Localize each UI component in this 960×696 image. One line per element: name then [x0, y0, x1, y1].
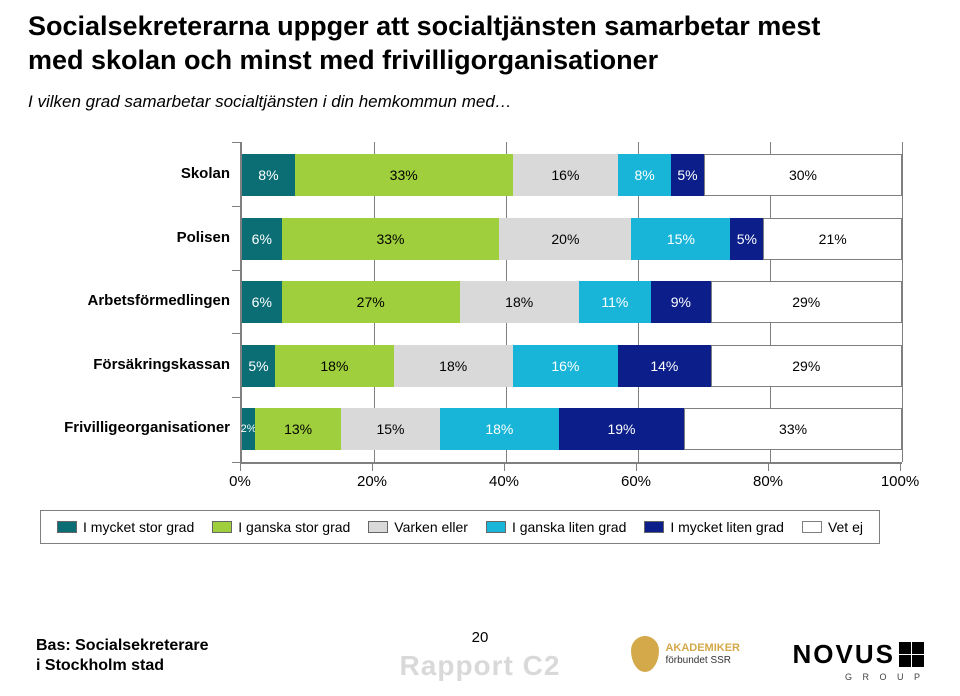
bar-segment: 21% — [763, 218, 902, 260]
bar-segment: 19% — [559, 408, 684, 450]
x-tick — [636, 464, 637, 471]
bar-row: 8%33%16%8%5%30% — [242, 154, 902, 196]
novus-subtitle: G R O U P — [845, 672, 924, 682]
x-tick — [900, 464, 901, 471]
x-tick-label: 20% — [357, 473, 387, 490]
footer-base-line-1: Bas: Socialsekreterare — [36, 637, 209, 654]
bar-row: 2%13%15%18%19%33% — [242, 408, 902, 450]
bar-segment: 16% — [513, 154, 619, 196]
x-tick-label: 0% — [229, 473, 251, 490]
category-label: Försäkringskassan — [40, 356, 230, 373]
bar-segment: 18% — [440, 408, 559, 450]
x-axis: 0%20%40%60%80%100% — [240, 464, 900, 492]
bar-segment: 18% — [460, 281, 579, 323]
ssr-emblem-icon — [631, 636, 659, 672]
ssr-text-bottom: förbundet SSR — [665, 655, 740, 666]
bar-segment: 9% — [651, 281, 710, 323]
bar-segment: 11% — [579, 281, 652, 323]
logo-novus: NOVUS — [793, 639, 924, 670]
legend-swatch — [368, 521, 388, 533]
chart-area: 8%33%16%8%5%30%6%33%20%15%5%21%6%27%18%1… — [40, 142, 920, 492]
bar-segment: 15% — [341, 408, 440, 450]
legend-label: Varken eller — [394, 519, 468, 535]
category-label: Polisen — [40, 229, 230, 246]
x-tick-label: 100% — [881, 473, 919, 490]
legend-label: Vet ej — [828, 519, 863, 535]
bar-segment: 29% — [711, 345, 902, 387]
x-tick — [504, 464, 505, 471]
bar-segment: 15% — [631, 218, 730, 260]
chart-title: Socialsekreterarna uppger att socialtjän… — [0, 0, 960, 78]
y-tick — [232, 462, 242, 463]
novus-name: NOVUS — [793, 639, 895, 670]
bar-segment: 33% — [282, 218, 500, 260]
x-tick — [768, 464, 769, 471]
x-tick-label: 60% — [621, 473, 651, 490]
legend-label: I ganska stor grad — [238, 519, 350, 535]
category-label: Arbetsförmedlingen — [40, 292, 230, 309]
category-label: Skolan — [40, 165, 230, 182]
legend-label: I mycket stor grad — [83, 519, 194, 535]
novus-squares-icon — [899, 642, 924, 667]
plot-area: 8%33%16%8%5%30%6%33%20%15%5%21%6%27%18%1… — [240, 142, 902, 464]
bar-row: 5%18%18%16%14%29% — [242, 345, 902, 387]
legend-label: I ganska liten grad — [512, 519, 626, 535]
bar-segment: 33% — [295, 154, 513, 196]
ssr-text-top: AKADEMIKER — [665, 642, 740, 654]
legend-swatch — [212, 521, 232, 533]
bar-segment: 5% — [242, 345, 275, 387]
title-line-1: Socialsekreterarna uppger att socialtjän… — [28, 11, 820, 41]
ssr-text: AKADEMIKER förbundet SSR — [665, 642, 740, 665]
bar-segment: 14% — [618, 345, 710, 387]
bar-segment: 6% — [242, 281, 282, 323]
legend-item: I mycket stor grad — [51, 517, 200, 537]
legend-swatch — [486, 521, 506, 533]
page-number: 20 — [472, 629, 489, 646]
legend-item: Varken eller — [362, 517, 474, 537]
bar-segment: 33% — [684, 408, 902, 450]
bar-segment: 18% — [394, 345, 513, 387]
category-label: Frivilligeorganisationer — [40, 419, 230, 436]
bar-segment: 29% — [711, 281, 902, 323]
legend-swatch — [57, 521, 77, 533]
bar-segment: 27% — [282, 281, 460, 323]
grid-line — [902, 142, 903, 462]
legend-swatch — [802, 521, 822, 533]
legend-label: I mycket liten grad — [670, 519, 784, 535]
x-tick-label: 40% — [489, 473, 519, 490]
title-line-2: med skolan och minst med frivilligorgani… — [28, 45, 658, 75]
bar-segment: 6% — [242, 218, 282, 260]
bar-segment: 5% — [671, 154, 704, 196]
x-tick — [240, 464, 241, 471]
footer-base: Bas: Socialsekreterare i Stockholm stad — [36, 636, 209, 676]
logo-akademiker-ssr: AKADEMIKER förbundet SSR — [631, 636, 740, 672]
legend-item: I mycket liten grad — [638, 517, 790, 537]
bar-row: 6%27%18%11%9%29% — [242, 281, 902, 323]
bar-segment: 13% — [255, 408, 341, 450]
bar-row: 6%33%20%15%5%21% — [242, 218, 902, 260]
chart-subtitle: I vilken grad samarbetar socialtjänsten … — [0, 78, 960, 112]
bar-segment: 8% — [618, 154, 671, 196]
category-labels: Skolan Polisen Arbetsförmedlingen Försäkrin… — [40, 142, 240, 462]
bar-segment: 5% — [730, 218, 763, 260]
legend-item: Vet ej — [796, 517, 869, 537]
bar-segment: 2% — [242, 408, 255, 450]
legend-item: I ganska liten grad — [480, 517, 632, 537]
legend: I mycket stor grad I ganska stor grad Vark… — [40, 510, 880, 544]
x-tick-label: 80% — [753, 473, 783, 490]
bar-segment: 18% — [275, 345, 394, 387]
legend-swatch — [644, 521, 664, 533]
legend-item: I ganska stor grad — [206, 517, 356, 537]
watermark: Rapport C2 — [400, 650, 561, 682]
bar-segment: 20% — [499, 218, 631, 260]
footer-base-line-2: i Stockholm stad — [36, 657, 164, 674]
bar-segment: 16% — [513, 345, 619, 387]
bar-segment: 8% — [242, 154, 295, 196]
bar-segment: 30% — [704, 154, 902, 196]
x-tick — [372, 464, 373, 471]
